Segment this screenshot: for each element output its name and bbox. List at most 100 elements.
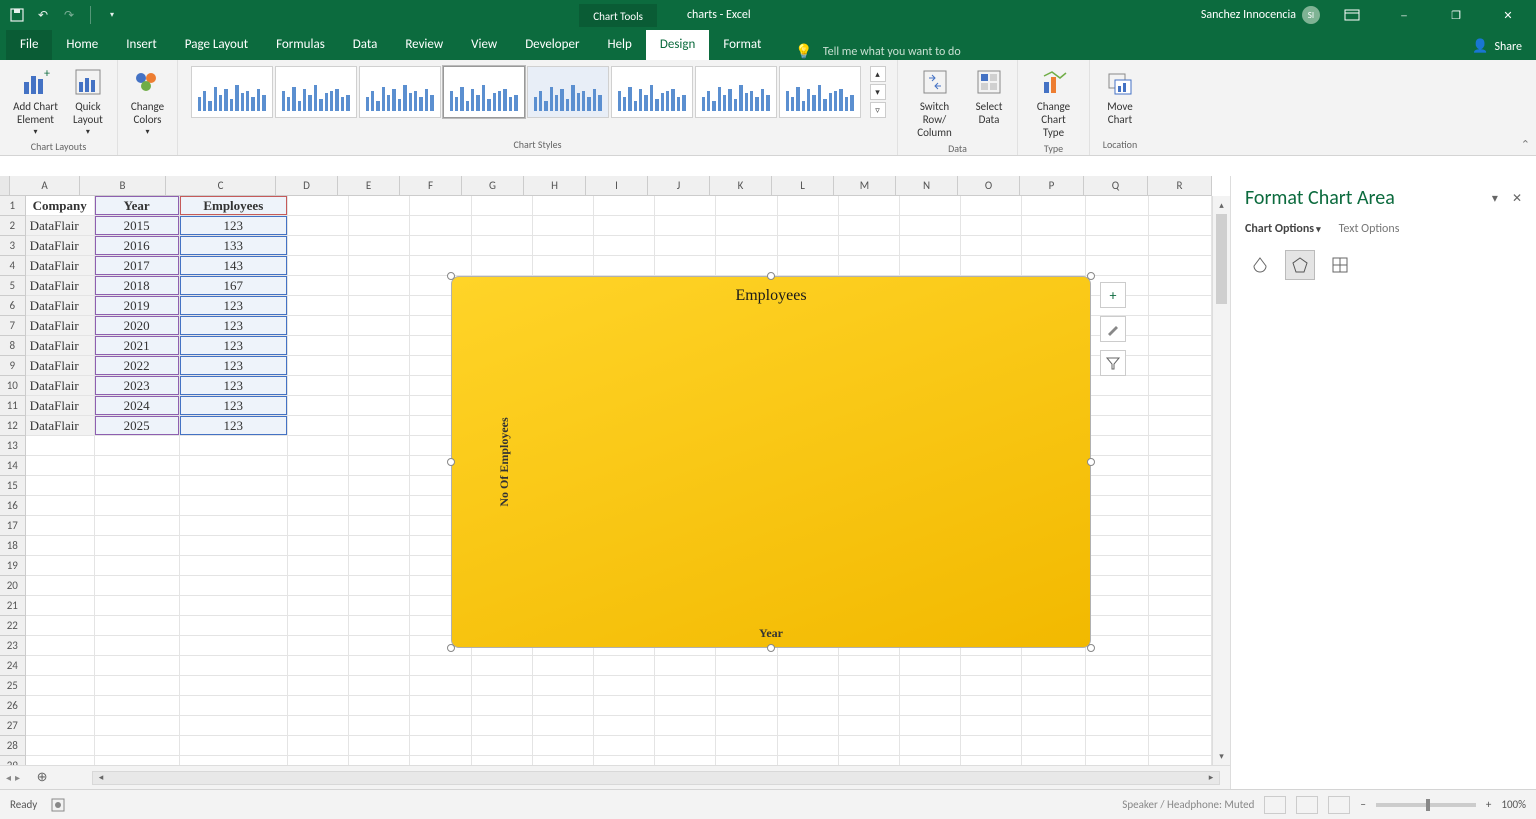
cell[interactable] [1086, 456, 1149, 476]
cell[interactable]: 2019 [95, 296, 180, 316]
cell[interactable]: Year [95, 196, 180, 216]
cell[interactable] [778, 736, 839, 756]
cell[interactable] [349, 316, 410, 336]
cell[interactable] [1086, 516, 1149, 536]
cell[interactable] [349, 696, 410, 716]
cell[interactable] [778, 716, 839, 736]
cell[interactable] [1149, 616, 1212, 636]
cell[interactable]: DataFlair [26, 256, 95, 276]
row-header[interactable]: 25 [0, 676, 26, 696]
page-layout-view-icon[interactable] [1296, 796, 1318, 814]
cell[interactable]: 2021 [95, 336, 180, 356]
cell[interactable] [1149, 356, 1212, 376]
cell[interactable] [1086, 236, 1149, 256]
cell[interactable] [410, 756, 471, 765]
cell[interactable] [288, 236, 349, 256]
select-all-corner[interactable] [0, 176, 10, 195]
cell[interactable] [180, 696, 288, 716]
column-header[interactable]: N [896, 176, 958, 195]
tab-page-layout[interactable]: Page Layout [171, 30, 262, 60]
cell[interactable] [533, 696, 594, 716]
pane-dropdown-icon[interactable]: ▾ [1492, 191, 1498, 206]
add-chart-element-button[interactable]: + Add Chart Element ▾ [9, 64, 62, 140]
cell[interactable] [288, 536, 349, 556]
row-header[interactable]: 13 [0, 436, 26, 456]
cell[interactable] [180, 676, 288, 696]
cell[interactable] [1022, 216, 1085, 236]
cell[interactable] [1149, 476, 1212, 496]
cell[interactable] [1086, 736, 1149, 756]
cell[interactable] [716, 716, 777, 736]
cell[interactable] [900, 196, 961, 216]
cell[interactable] [1149, 716, 1212, 736]
cell[interactable] [472, 196, 533, 216]
worksheet-grid[interactable]: ABCDEFGHIJKLMNOPQR 1CompanyYearEmployees… [0, 176, 1230, 789]
cell[interactable]: 123 [180, 356, 288, 376]
pane-close-icon[interactable]: ✕ [1512, 191, 1522, 206]
cell[interactable] [900, 256, 961, 276]
cell[interactable] [1086, 636, 1149, 656]
cell[interactable] [26, 636, 95, 656]
cell[interactable] [1149, 376, 1212, 396]
cell[interactable] [410, 256, 471, 276]
switch-row-column-button[interactable]: Switch Row/ Column [906, 64, 963, 142]
cell[interactable] [95, 716, 180, 736]
cell[interactable] [95, 436, 180, 456]
cell[interactable] [288, 516, 349, 536]
cell[interactable] [839, 196, 900, 216]
cell[interactable] [961, 696, 1022, 716]
cell[interactable] [180, 436, 288, 456]
chart-style-thumb[interactable] [191, 66, 273, 118]
cell[interactable] [1022, 736, 1085, 756]
cell[interactable] [1086, 536, 1149, 556]
cell[interactable] [1149, 696, 1212, 716]
cell[interactable] [1086, 416, 1149, 436]
cell[interactable] [26, 516, 95, 536]
chart-title[interactable]: Employees [452, 277, 1090, 305]
cell[interactable] [533, 236, 594, 256]
cell[interactable] [95, 656, 180, 676]
cell[interactable] [410, 196, 471, 216]
row-header[interactable]: 16 [0, 496, 26, 516]
cell[interactable] [594, 736, 655, 756]
cell[interactable] [594, 716, 655, 736]
cell[interactable] [778, 256, 839, 276]
cell[interactable] [288, 496, 349, 516]
cell[interactable] [1022, 716, 1085, 736]
vertical-scrollbar[interactable]: ▴ ▾ [1212, 196, 1230, 765]
tab-view[interactable]: View [457, 30, 511, 60]
cell[interactable]: 133 [180, 236, 288, 256]
cell[interactable] [655, 756, 716, 765]
undo-icon[interactable]: ↶ [34, 6, 52, 24]
fill-line-icon[interactable] [1245, 250, 1275, 280]
select-data-button[interactable]: Select Data [969, 64, 1009, 128]
cell[interactable] [95, 596, 180, 616]
cell[interactable] [594, 696, 655, 716]
cell[interactable] [1149, 436, 1212, 456]
cell[interactable] [288, 676, 349, 696]
cell[interactable] [95, 536, 180, 556]
cell[interactable]: 143 [180, 256, 288, 276]
cell[interactable] [95, 496, 180, 516]
cell[interactable] [1086, 556, 1149, 576]
cell[interactable]: 123 [180, 216, 288, 236]
zoom-slider[interactable] [1376, 803, 1476, 807]
cell[interactable] [288, 476, 349, 496]
cell[interactable] [900, 676, 961, 696]
scroll-left-icon[interactable]: ◂ [93, 772, 109, 783]
cell[interactable] [533, 736, 594, 756]
cell[interactable] [349, 496, 410, 516]
cell[interactable]: DataFlair [26, 336, 95, 356]
cell[interactable] [1149, 216, 1212, 236]
cell[interactable] [180, 596, 288, 616]
cell[interactable] [839, 256, 900, 276]
resize-handle-icon[interactable] [447, 272, 455, 280]
cell[interactable] [26, 716, 95, 736]
cell[interactable] [95, 576, 180, 596]
cell[interactable] [349, 396, 410, 416]
column-header[interactable]: L [772, 176, 834, 195]
cell[interactable] [288, 736, 349, 756]
size-properties-icon[interactable] [1325, 250, 1355, 280]
cell[interactable] [655, 676, 716, 696]
cell[interactable] [288, 636, 349, 656]
